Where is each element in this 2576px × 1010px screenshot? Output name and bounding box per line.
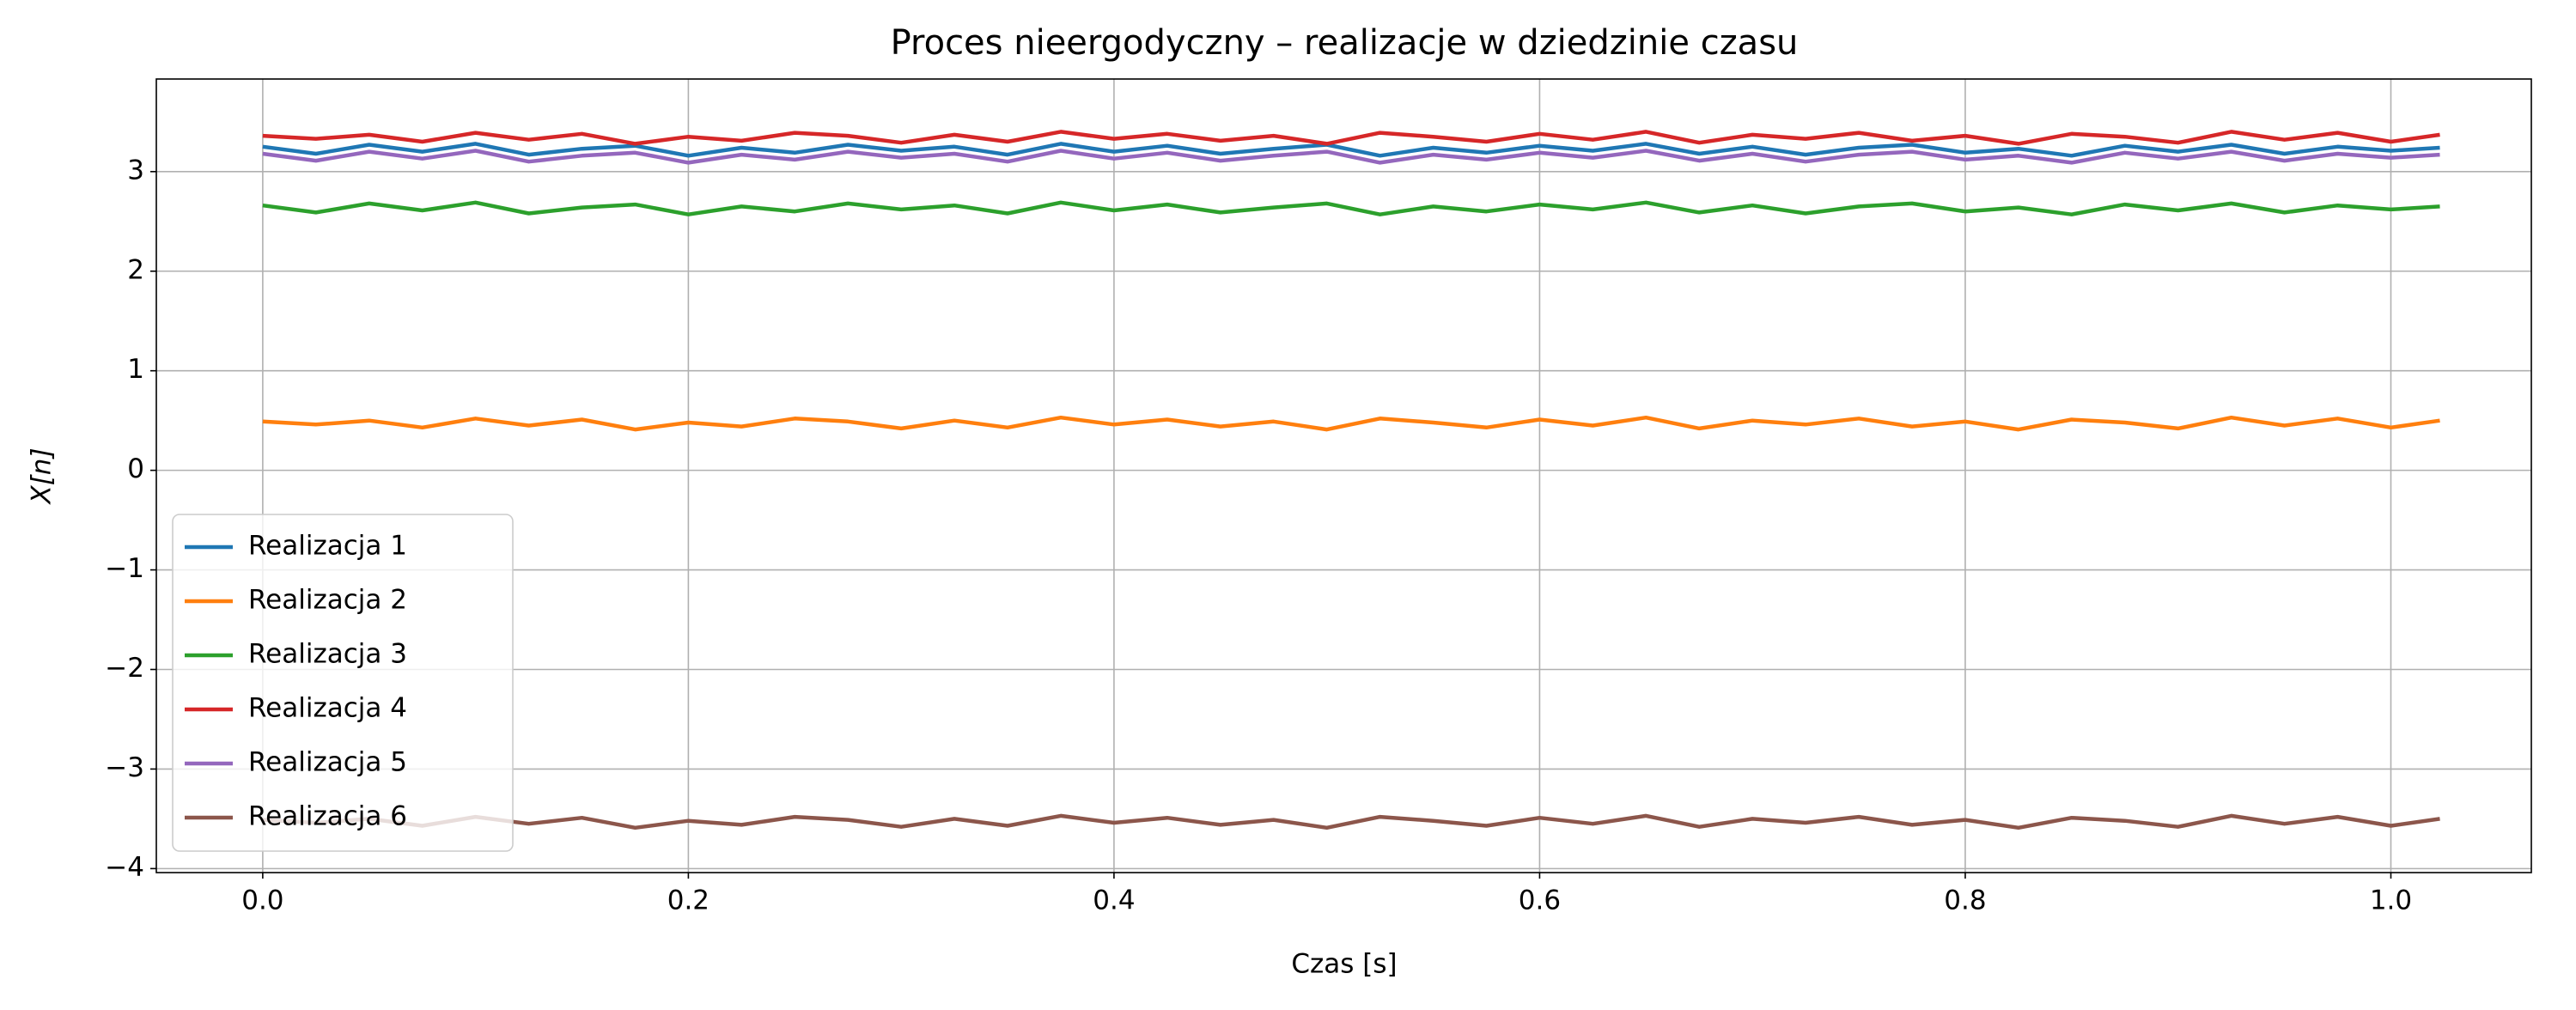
y-axis-label: X[n] [27,447,58,505]
legend-label: Realizacja 6 [248,801,407,832]
line-series [262,142,2440,158]
legend-box [172,514,514,852]
y-tick-label: −4 [105,852,144,883]
y-tick-label: 3 [127,155,144,186]
x-tick-label: 0.8 [1944,885,1986,916]
x-tick-label: 0.0 [241,885,283,916]
line-series [262,149,2440,165]
x-tick-label: 0.2 [667,885,709,916]
x-tick-label: 0.6 [1519,885,1561,916]
x-tick-label: 1.0 [2370,885,2412,916]
y-tick-label: 2 [127,254,144,285]
y-tick-label: 0 [127,453,144,484]
y-tick-label: −2 [105,653,144,684]
y-tick-label: −1 [105,553,144,584]
y-tick-label: −3 [105,752,144,783]
y-tick-label: 1 [127,354,144,385]
x-tick-label: 0.4 [1093,885,1135,916]
line-series [262,130,2440,146]
legend-label: Realizacja 1 [248,531,407,562]
line-series [262,415,2440,432]
legend-label: Realizacja 2 [248,585,407,616]
x-axis-label: Czas [s] [1291,949,1397,980]
chart-title: Proces nieergodyczny – realizacje w dzie… [891,23,1799,63]
legend-label: Realizacja 4 [248,693,407,724]
line-series [262,200,2440,216]
plot-frame [155,78,2532,873]
line-series [262,813,2440,831]
legend-label: Realizacja 5 [248,747,407,778]
legend-label: Realizacja 3 [248,639,407,670]
